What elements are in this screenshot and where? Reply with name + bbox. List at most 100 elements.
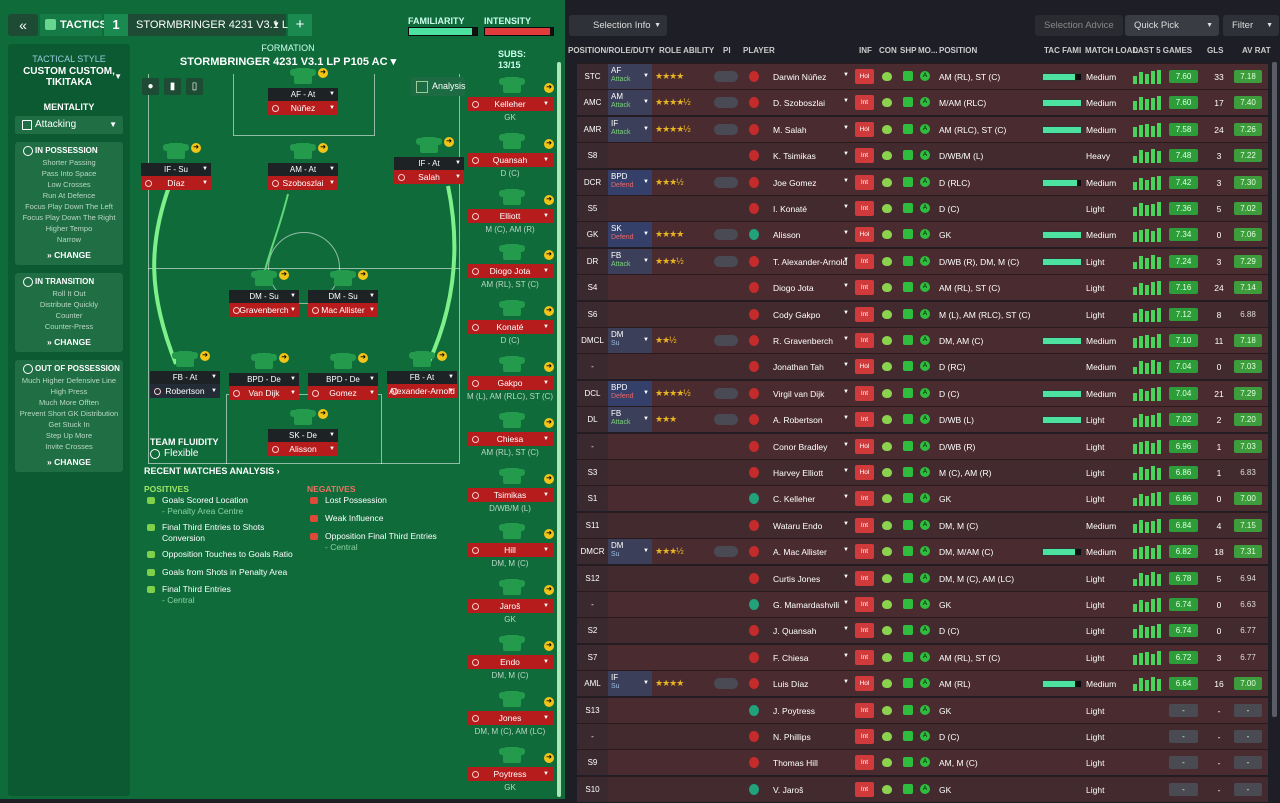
pitch-player-card[interactable]: DM - Su ▼ Mac Allister ▼ — [308, 290, 378, 317]
sub-player-name[interactable]: Jones ▼ — [467, 710, 553, 725]
pitch-player-card[interactable]: SK - De ▼ Alisson ▼ — [268, 429, 338, 456]
role-duty-select[interactable]: AM Attack ▼ — [608, 90, 652, 116]
sub-player-name[interactable]: Poytress ▼ — [467, 766, 553, 781]
sub-player-card[interactable]: Quansah ▼ D (C) — [467, 152, 553, 178]
table-row[interactable]: STC AF Attack ▼ ★★★★ Darwin Núñez ▼ Hol A AM (RL)… — [577, 63, 1268, 89]
table-row[interactable]: S10 V. Jaroš Int A GK Light - - - — [577, 775, 1268, 802]
sub-player-name[interactable]: Diogo Jota ▼ — [467, 264, 553, 279]
position-slot[interactable]: S5 — [577, 196, 608, 221]
table-row[interactable]: S3 Harvey Elliott ▼ Hol A M (C), AM (R) Light 6… — [577, 459, 1268, 485]
pitch-player-card[interactable]: IF - At ▼ Salah ▼ — [394, 157, 464, 184]
sub-player-card[interactable]: Elliott ▼ M (C), AM (R) — [467, 208, 553, 234]
player-role[interactable]: DM - Su ▼ — [308, 290, 378, 303]
position-slot[interactable]: DCL — [577, 380, 608, 406]
position-slot[interactable]: S1 — [577, 486, 608, 512]
table-row[interactable]: S8 K. Tsimikas ▼ Int A D/WB/M (L) Heavy 7.48 3 7.… — [577, 142, 1268, 169]
table-row[interactable]: - Jonathan Tah ▼ Hol A D (RC) Medium 7.04 0 7.03 — [577, 353, 1268, 380]
player-role[interactable]: BPD - De ▼ — [308, 373, 378, 386]
scrollbar[interactable] — [557, 62, 561, 797]
table-row[interactable]: - N. Phillips Int A D (C) Light - - - — [577, 723, 1268, 749]
player-name[interactable]: Núñez ▼ — [268, 101, 338, 115]
pitch-player-card[interactable]: FB - At ▼ Robertson ▼ — [150, 371, 220, 398]
player-name[interactable]: A. Robertson ▼ — [773, 415, 849, 426]
player-instructions-toggle[interactable] — [714, 335, 738, 346]
table-row[interactable]: S13 J. Poytress Int A GK Light - - - — [577, 696, 1268, 723]
pitch-player-card[interactable]: AF - At ▼ Núñez ▼ — [268, 88, 338, 115]
change-oop-button[interactable]: » CHANGE — [47, 457, 91, 467]
player-instructions-toggle[interactable] — [714, 71, 738, 82]
player-name[interactable]: Szoboszlai ▼ — [268, 176, 338, 190]
sub-player-card[interactable]: Endo ▼ DM, M (C) — [467, 655, 553, 680]
sub-player-name[interactable]: Endo ▼ — [467, 655, 553, 669]
position-slot[interactable]: STC — [577, 64, 608, 89]
player-role[interactable]: IF - Su ▼ — [141, 163, 211, 176]
table-row[interactable]: - G. Mamardashvili ▼ Int A GK Light 6.74 0 6.63 — [577, 591, 1268, 617]
player-name[interactable]: J. Quansah ▼ — [773, 626, 849, 637]
table-row[interactable]: S12 Curtis Jones ▼ Int A DM, M (C), AM (LC) Li… — [577, 564, 1268, 591]
change-possession-button[interactable]: » CHANGE — [47, 250, 91, 260]
player-name[interactable]: Thomas Hill — [773, 758, 818, 769]
position-slot[interactable]: S7 — [577, 644, 608, 670]
pitch-player-card[interactable]: BPD - De ▼ Gomez ▼ — [308, 373, 378, 400]
sub-player-card[interactable]: Gakpo ▼ M (L), AM (RLC), ST (C) — [467, 376, 553, 401]
player-name[interactable]: Joe Gomez ▼ — [773, 177, 849, 188]
player-name[interactable]: Diogo Jota ▼ — [773, 283, 849, 294]
table-row[interactable]: S6 Cody Gakpo ▼ Int A M (L), AM (RLC), ST (C)… — [577, 300, 1268, 327]
player-name[interactable]: J. Poytress — [773, 705, 816, 716]
player-role[interactable]: SK - De ▼ — [268, 429, 338, 442]
recent-matches-link[interactable]: RECENT MATCHES ANALYSIS › — [144, 466, 280, 476]
player-role[interactable]: AF - At ▼ — [268, 88, 338, 101]
player-name[interactable]: Cody Gakpo ▼ — [773, 309, 849, 320]
player-name[interactable]: Gomez ▼ — [308, 386, 378, 400]
role-duty-select[interactable]: FB Attack ▼ — [608, 248, 652, 274]
table-row[interactable]: DMCL DM Su ▼ ★★½ R. Gravenberch ▼ Int A DM, AM (C… — [577, 327, 1268, 353]
position-slot[interactable]: S6 — [577, 301, 608, 327]
player-name[interactable]: Gravenberch ▼ — [229, 303, 299, 317]
sub-player-card[interactable]: Diogo Jota ▼ AM (RL), ST (C) — [467, 264, 553, 289]
sub-player-card[interactable]: Tsimikas ▼ D/WB/M (L) — [467, 487, 553, 513]
selection-info-dropdown[interactable]: Selection Info ▼ — [569, 15, 667, 36]
position-slot[interactable]: DMCR — [577, 539, 608, 565]
role-duty-select[interactable]: BPD Defend ▼ — [608, 380, 652, 406]
position-slot[interactable]: S11 — [577, 512, 608, 538]
column-header[interactable]: GLS — [1207, 46, 1224, 55]
player-name[interactable]: Conor Bradley ▼ — [773, 441, 849, 452]
stats-icon[interactable]: ▮ — [164, 78, 181, 95]
tactic-select[interactable]: STORMBRINGER 4231 V3.1 L... ▼ — [128, 14, 297, 36]
sub-player-card[interactable]: Chiesa ▼ AM (RL), ST (C) — [467, 431, 553, 457]
sub-player-name[interactable]: Elliott ▼ — [467, 208, 553, 223]
column-header[interactable]: POSITION/ROLE/DUTY — [568, 46, 655, 55]
filter-dropdown[interactable]: Filter ▼ — [1223, 15, 1279, 36]
player-name[interactable]: Harvey Elliott ▼ — [773, 468, 849, 478]
table-row[interactable]: DR FB Attack ▼ ★★★½ T. Alexander-Arnold ▼ Int A D… — [577, 247, 1268, 274]
column-header[interactable]: PLAYER — [743, 46, 775, 55]
sub-player-card[interactable]: Kelleher ▼ GK — [467, 97, 553, 122]
pitch-player-card[interactable]: BPD - De ▼ Van Dijk ▼ — [229, 373, 299, 400]
table-row[interactable]: S7 F. Chiesa ▼ Int A AM (RL), ST (C) Light 6.72… — [577, 643, 1268, 670]
column-header[interactable]: AV RAT — [1242, 46, 1271, 55]
player-name[interactable]: Robertson ▼ — [150, 384, 220, 398]
tactic-slot-number[interactable]: 1 — [104, 14, 128, 36]
player-role[interactable]: FB - At ▼ — [387, 371, 457, 384]
pitch-player-card[interactable]: DM - Su ▼ Gravenberch ▼ — [229, 290, 299, 317]
position-slot[interactable]: DR — [577, 248, 608, 274]
column-header[interactable]: LAST 5 GAMES — [1133, 46, 1193, 55]
sub-player-name[interactable]: Gakpo ▼ — [467, 376, 553, 390]
add-tactic-button[interactable]: + — [288, 14, 312, 36]
player-instructions-toggle[interactable] — [714, 414, 738, 426]
player-instructions-toggle[interactable] — [714, 546, 738, 558]
sub-player-card[interactable]: Poytress ▼ GK — [467, 766, 553, 792]
player-name[interactable]: T. Alexander-Arnold ▼ — [773, 256, 849, 267]
player-name[interactable]: Díaz ▼ — [141, 176, 211, 190]
player-name[interactable]: R. Gravenberch ▼ — [773, 336, 849, 346]
column-header[interactable]: PI — [723, 46, 731, 55]
position-slot[interactable]: S13 — [577, 697, 608, 723]
position-slot[interactable]: AMR — [577, 116, 608, 142]
intensity-bar[interactable] — [484, 27, 554, 36]
player-role[interactable]: DM - Su ▼ — [229, 290, 299, 303]
player-name[interactable]: M. Salah ▼ — [773, 124, 849, 135]
formation-select[interactable]: STORMBRINGER 4231 V3.1 LP P105 AC ▾ — [179, 56, 397, 68]
player-name[interactable]: Wataru Endo ▼ — [773, 520, 849, 531]
player-name[interactable]: I. Konaté ▼ — [773, 204, 849, 214]
role-duty-select[interactable]: DM Su ▼ — [608, 328, 652, 353]
